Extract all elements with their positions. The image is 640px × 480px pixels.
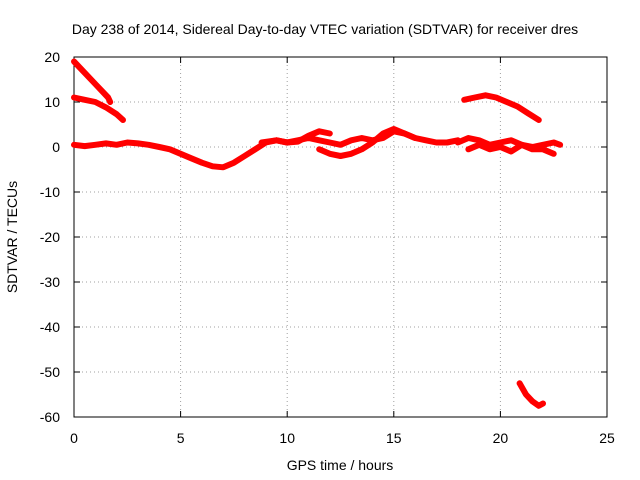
tick-marks	[73, 56, 608, 418]
y-tick-label: -10	[40, 184, 60, 200]
y-tick-label: -20	[40, 229, 60, 245]
series-arc-2	[71, 94, 126, 123]
x-tick-label: 25	[599, 430, 615, 446]
x-tick-label: 15	[386, 430, 402, 446]
chart-title: Day 238 of 2014, Sidereal Day-to-day VTE…	[72, 21, 578, 37]
series-arc-5	[316, 126, 419, 159]
series-arc-9	[516, 380, 546, 409]
x-tick-labels: 0 5 10 15 20 25	[70, 430, 615, 446]
data-series	[71, 58, 564, 409]
y-tick-label: 10	[44, 94, 60, 110]
y-tick-label: -30	[40, 274, 60, 290]
y-tick-label: -50	[40, 364, 60, 380]
series-arc-1	[71, 58, 114, 105]
y-tick-labels: 20 10 0 -10 -20 -30 -40 -50 -60	[40, 49, 60, 425]
x-tick-label: 20	[493, 430, 509, 446]
y-tick-label: 20	[44, 49, 60, 65]
y-tick-label: -40	[40, 319, 60, 335]
y-tick-label: -60	[40, 409, 60, 425]
x-tick-label: 5	[177, 430, 185, 446]
series-arc-6	[454, 135, 564, 150]
series-arc-4	[258, 128, 461, 148]
x-tick-label: 0	[70, 430, 78, 446]
x-tick-label: 10	[279, 430, 295, 446]
series-arc-7	[465, 141, 557, 157]
y-tick-label: 0	[52, 139, 60, 155]
x-axis-title: GPS time / hours	[287, 457, 394, 473]
series-arc-8	[461, 92, 542, 123]
y-axis-title: SDTVAR / TECUs	[4, 181, 20, 293]
